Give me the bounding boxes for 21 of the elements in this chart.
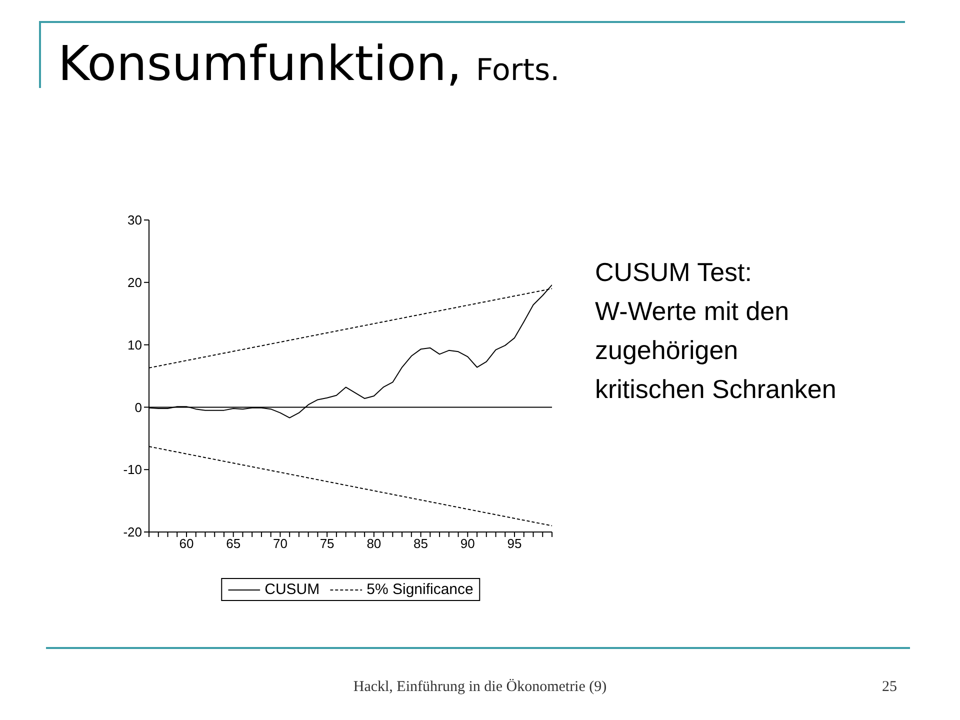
y-tick-label: 0 [134,400,142,415]
x-tick-label: 70 [272,536,288,552]
legend-label: 5% Significance [366,581,474,598]
x-tick-label: 75 [320,536,334,552]
chart-title: Konsumfunktion, [58,36,462,92]
text: 25 [882,679,897,695]
x-tick-label: 60 [179,536,194,552]
y-tick-label: 20 [128,275,142,290]
y-tick-label: -20 [123,524,142,540]
chart-subtitle: Forts. [476,53,560,88]
legend-label: CUSUM [264,581,320,598]
x-tick-label: 80 [366,536,382,552]
x-tick-label: 95 [507,536,522,552]
y-tick-label: 10 [128,337,142,352]
x-tick-label: 90 [460,536,475,552]
y-tick-label: -10 [123,462,142,478]
x-tick-label: 85 [414,536,428,552]
text: CUSUM Test: W-Werte mit den zugehörigen kritischen Schranken [595,257,836,404]
y-tick-label: 30 [128,212,142,228]
text: Hackl, Einführung in die Ökonometrie (9) [353,679,607,695]
x-tick-label: 65 [226,536,241,552]
